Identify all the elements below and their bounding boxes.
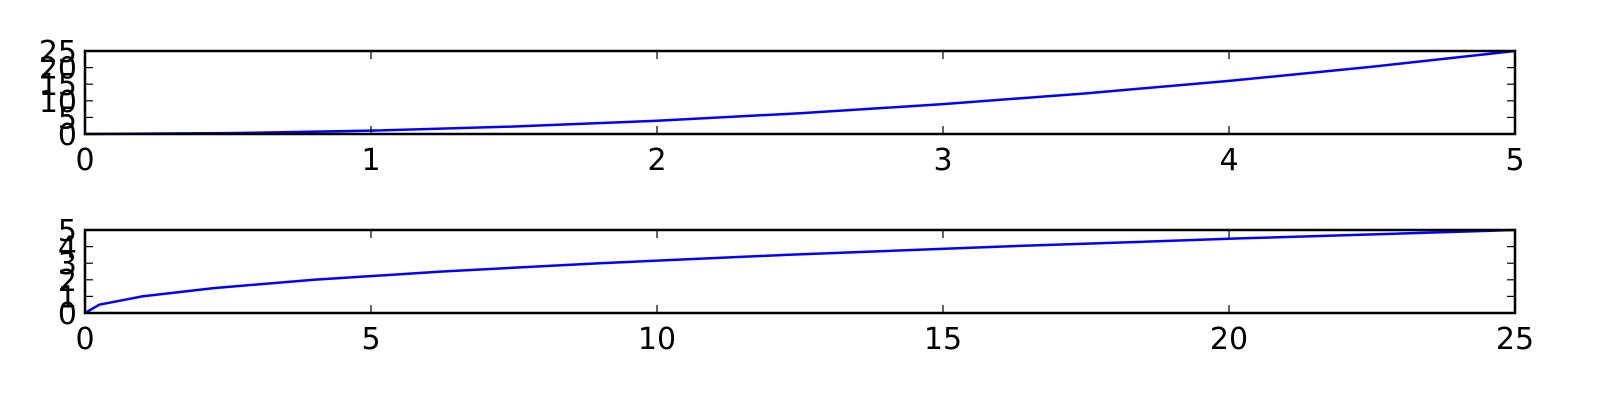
y-tick-label: 0 [58, 297, 77, 332]
x-tick-label: 15 [924, 322, 962, 357]
x-tick-label: 10 [638, 322, 676, 357]
x-tick-label: 0 [75, 322, 94, 357]
y-tick-label: 3 [58, 247, 77, 282]
y-tick-label: 25 [39, 35, 77, 70]
y-tick-label: 1 [58, 280, 77, 315]
y-tick-label: 5 [58, 101, 77, 136]
y-tick-label: 15 [39, 68, 77, 103]
y-tick-label: 0 [58, 118, 77, 153]
x-tick-label: 4 [1219, 143, 1238, 178]
axes-frame [83, 49, 1517, 136]
y-tick-label: 5 [58, 214, 77, 249]
x-tick-label: 0 [75, 143, 94, 178]
x-tick-label: 25 [1496, 322, 1534, 357]
x-tick-label: 20 [1210, 322, 1248, 357]
y-tick-label: 10 [39, 85, 77, 120]
x-tick-label: 5 [1505, 143, 1524, 178]
x-tick-label: 3 [933, 143, 952, 178]
series-line-1 [83, 228, 1517, 315]
x-tick-label: 5 [361, 322, 380, 357]
y-tick-label: 2 [58, 264, 77, 299]
x-tick-label: 2 [647, 143, 666, 178]
y-tick-label: 20 [39, 52, 77, 87]
x-tick-label: 1 [361, 143, 380, 178]
y-tick-label: 4 [58, 231, 77, 266]
axes-frame [83, 228, 1517, 315]
series-line-1 [83, 49, 1517, 136]
